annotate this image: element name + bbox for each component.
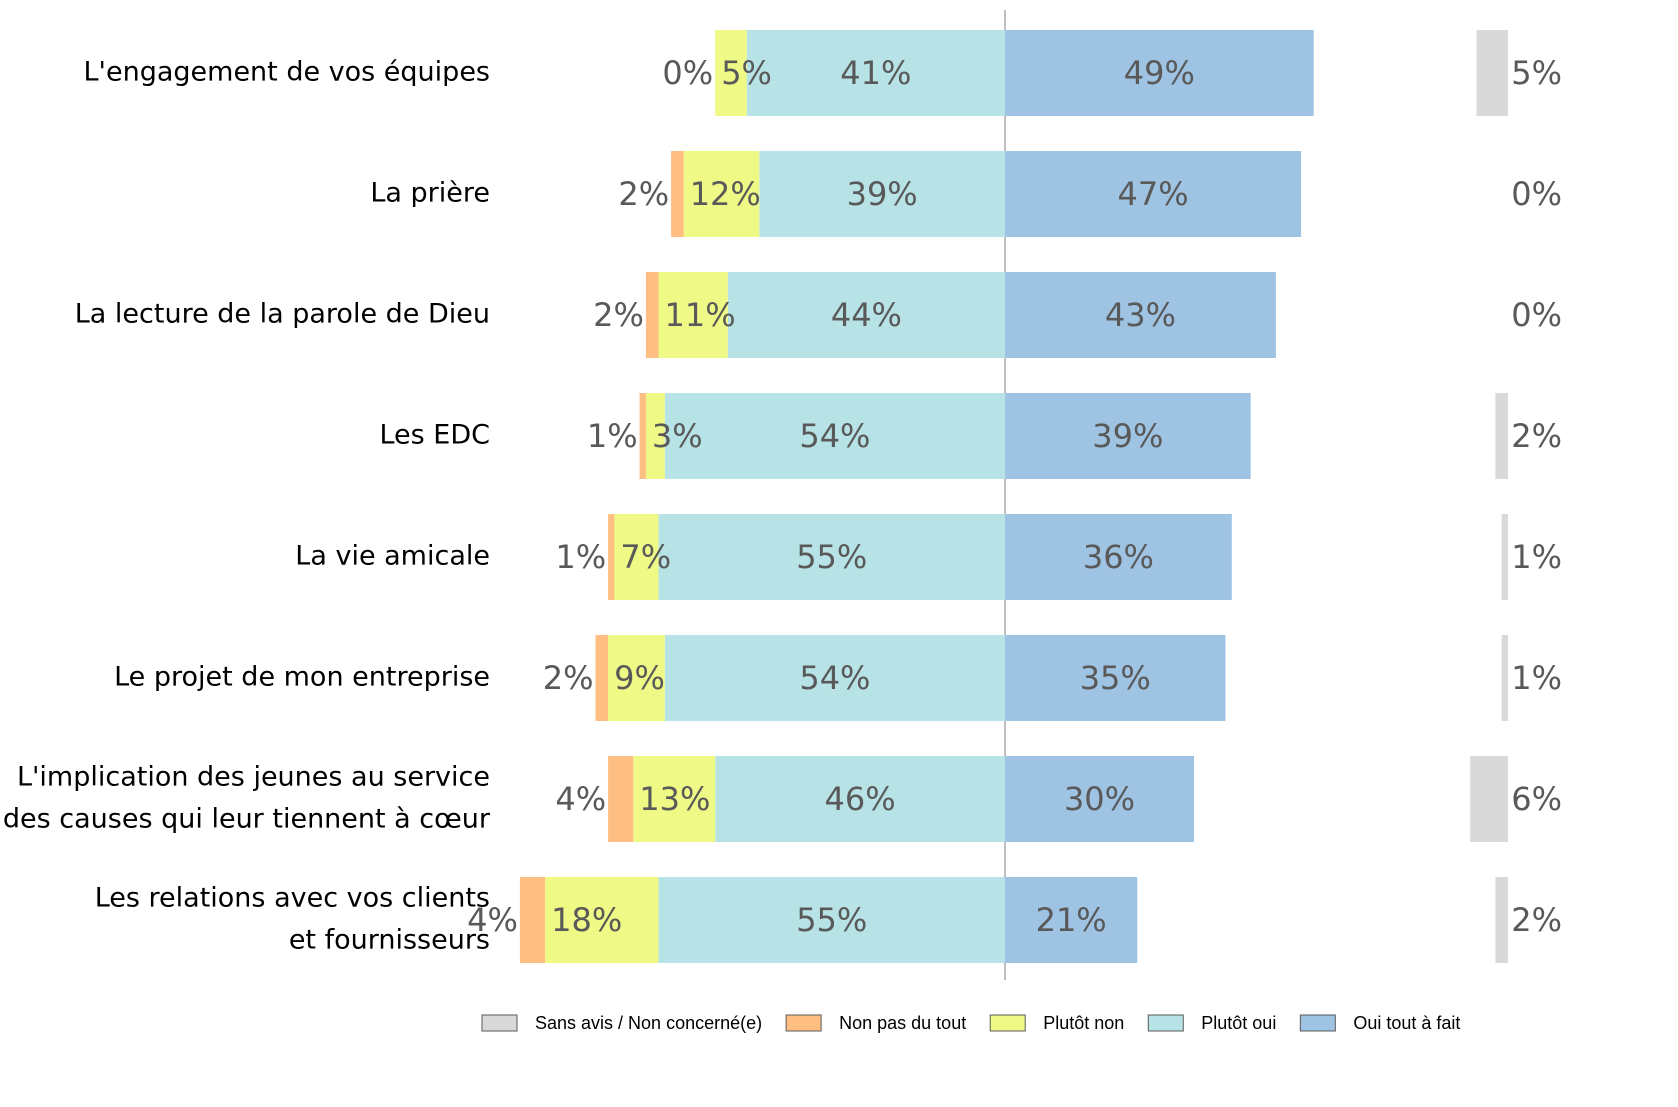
bar-segment [645,393,665,479]
bar-segment [1005,30,1314,116]
bar-segment [1005,272,1276,358]
legend-label: Oui tout à fait [1353,1013,1460,1033]
bar-segment [1476,30,1508,116]
value-label: 54% [799,659,870,697]
value-label: 41% [840,54,911,92]
value-label: 0% [1511,175,1562,213]
category-label: L'implication des jeunes au service [17,762,490,793]
value-label: 1% [1511,659,1562,697]
value-label: 4% [467,901,518,939]
value-label: 11% [665,296,736,334]
value-label: 2% [593,296,644,334]
bar-segment [614,514,659,600]
legend-swatch [785,1014,822,1032]
legend-label: Sans avis / Non concerné(e) [535,1013,762,1033]
bar-segment [608,514,615,600]
value-label: 1% [555,538,606,576]
value-label: 5% [721,54,772,92]
bar-segment [1005,877,1138,963]
bar-segment [595,635,609,721]
bar-segment [1470,756,1508,842]
category-label: La vie amicale [295,541,490,572]
value-label: 54% [799,417,870,455]
legend-label: Non pas du tout [839,1013,966,1033]
bar-segment [639,393,646,479]
value-label: 2% [1511,901,1562,939]
bar-segment [715,30,747,116]
bar-segment [727,272,1005,358]
bar-segment [519,877,546,963]
bar-segment [608,635,665,721]
category-label: La lecture de la parole de Dieu [75,299,490,330]
bar-segment [1005,635,1226,721]
bar-segment [759,151,1005,237]
legend-swatch [1147,1014,1184,1032]
bar-segment [1501,514,1508,600]
legend-swatch [481,1014,518,1032]
value-label: 9% [614,659,665,697]
bar-segment [1005,393,1251,479]
value-label: 2% [543,659,594,697]
value-label: 47% [1117,175,1188,213]
value-label: 36% [1083,538,1154,576]
bar-segment [664,393,1005,479]
value-label: 35% [1080,659,1151,697]
value-label: 55% [796,901,867,939]
value-label: 3% [652,417,703,455]
bar-segment [1005,514,1232,600]
bar-segment [658,877,1005,963]
value-label: 1% [587,417,638,455]
value-label: 6% [1511,780,1562,818]
category-label: L'engagement de vos équipes [84,57,490,88]
value-label: 49% [1124,54,1195,92]
legend-swatch [1299,1014,1336,1032]
bar-segment [1501,635,1508,721]
value-label: 44% [831,296,902,334]
value-label: 0% [662,54,713,92]
value-label: 55% [796,538,867,576]
legend-swatch [989,1014,1026,1032]
bar-segment [664,635,1005,721]
bar-segment [683,151,760,237]
bar-segment [645,272,659,358]
value-label: 13% [639,780,710,818]
category-label: Les EDC [379,420,490,451]
value-label: 46% [825,780,896,818]
legend-label: Plutôt non [1043,1013,1124,1033]
value-label: 30% [1064,780,1135,818]
bar-segment [671,151,684,237]
value-label: 12% [690,175,761,213]
value-label: 39% [1092,417,1163,455]
category-label: Le projet de mon entreprise [114,662,490,693]
value-label: 2% [1511,417,1562,455]
bar-segment [608,756,634,842]
category-label: La prière [370,178,490,209]
category-label: et fournisseurs [289,925,490,956]
category-label: Les relations avec vos clients [95,883,490,914]
bar-segment [1005,756,1194,842]
bar-segment [658,514,1005,600]
value-label: 2% [618,175,669,213]
value-label: 4% [555,780,606,818]
bar-segment [545,877,659,963]
value-label: 5% [1511,54,1562,92]
bar-segment [1495,877,1508,963]
value-label: 39% [847,175,918,213]
category-label: des causes qui leur tiennent à cœur [3,804,491,835]
value-label: 0% [1511,296,1562,334]
value-label: 18% [551,901,622,939]
bar-segment [715,756,1005,842]
value-label: 21% [1036,901,1107,939]
bar-segment [658,272,728,358]
value-label: 43% [1105,296,1176,334]
bar-segment [1495,393,1508,479]
bar-segment [633,756,716,842]
legend-label: Plutôt oui [1201,1013,1276,1033]
value-label: 7% [620,538,671,576]
value-label: 1% [1511,538,1562,576]
bar-segment [746,30,1005,116]
bar-segment [1005,151,1302,237]
